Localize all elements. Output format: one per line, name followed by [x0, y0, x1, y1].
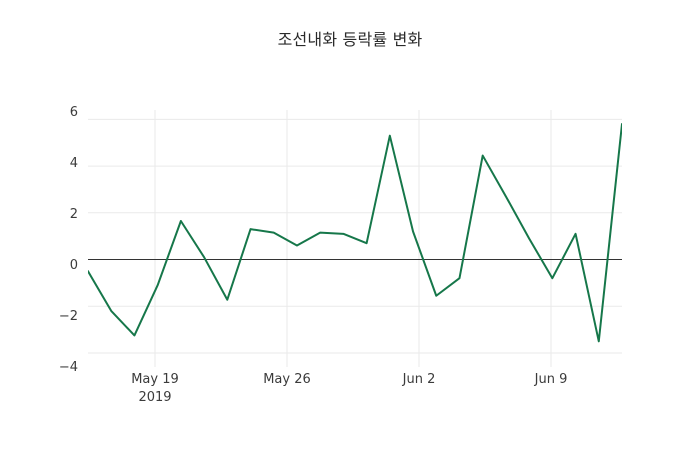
data-series-layer: [88, 123, 622, 343]
y-axis-tick-label: 2: [69, 207, 78, 222]
line-series-path: [88, 123, 622, 343]
y-axis-tick-label: −2: [58, 309, 78, 324]
y-axis-tick-label: −4: [58, 360, 78, 375]
y-axis-tick-label: 4: [69, 156, 78, 171]
chart-title: 조선내화 등락률 변화: [277, 30, 423, 49]
x-axis-tick-label: Jun 2: [402, 372, 436, 387]
x-axis-tick-sublabel: 2019: [138, 390, 172, 405]
grid-layer: [88, 110, 622, 367]
x-axis-tick-label: May 19: [131, 372, 179, 387]
y-axis-tick-label: 0: [69, 258, 78, 273]
plot-area: [88, 110, 622, 367]
x-axis-tick-label: Jun 9: [534, 372, 568, 387]
x-axis-tick-label: May 26: [263, 372, 311, 387]
y-axis-tick-label: 6: [69, 105, 78, 120]
